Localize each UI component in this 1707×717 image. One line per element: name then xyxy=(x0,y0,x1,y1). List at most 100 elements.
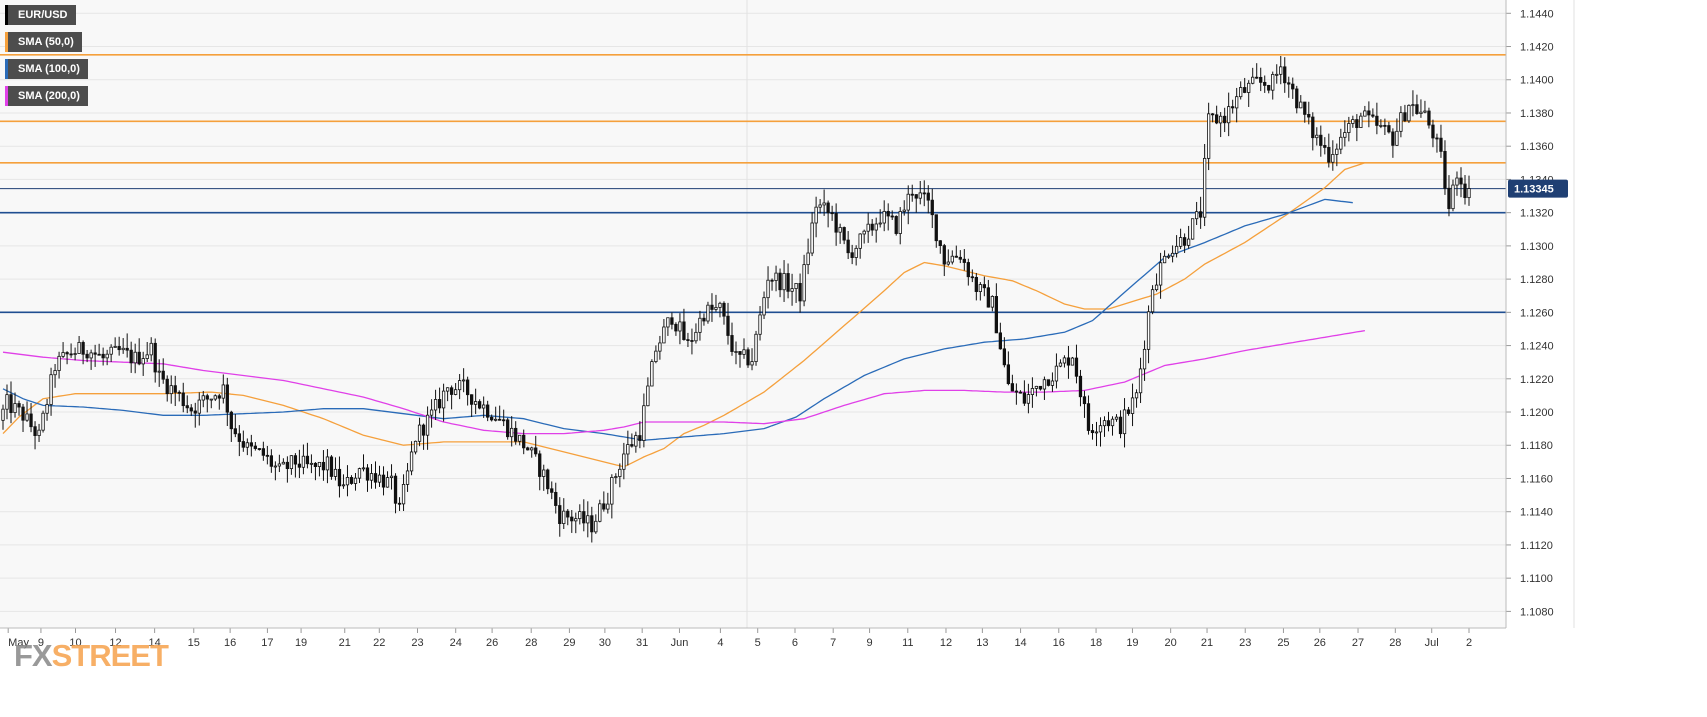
legend: EUR/USD SMA (50,0) SMA (100,0) SMA (200,… xyxy=(5,5,88,113)
horizontal-levels xyxy=(0,54,1506,314)
candle-body xyxy=(1419,111,1423,114)
candle-body xyxy=(165,378,169,395)
x-tick-label: 18 xyxy=(1090,637,1102,649)
candle-body xyxy=(654,350,658,363)
candle-body xyxy=(778,272,782,291)
candle-body xyxy=(610,477,614,505)
candle-body xyxy=(29,413,33,428)
x-tick-label: 14 xyxy=(149,637,161,649)
x-tick-label: 30 xyxy=(599,637,611,649)
sma-lines xyxy=(2,162,1366,468)
candle-body xyxy=(365,467,370,481)
candle-body xyxy=(413,440,418,453)
candle-body xyxy=(1335,148,1339,155)
candle-body xyxy=(1006,364,1011,385)
candle-body xyxy=(1186,238,1191,246)
candle-body xyxy=(1138,368,1143,394)
sma-line xyxy=(2,329,1366,435)
candle-body xyxy=(457,380,462,391)
candle-body xyxy=(21,406,25,421)
x-tick-label: 11 xyxy=(902,637,913,649)
candle-body xyxy=(345,477,350,486)
candle-body xyxy=(1070,357,1075,366)
candle-body xyxy=(157,370,161,373)
candle-body xyxy=(758,314,762,335)
candle-body xyxy=(349,477,354,484)
candle-body xyxy=(265,454,270,457)
y-tick-label: 1.1400 xyxy=(1520,75,1554,87)
x-tick-label: 25 xyxy=(1277,637,1289,649)
candle-body xyxy=(205,395,209,400)
candle-body xyxy=(1459,177,1463,185)
candle-body xyxy=(826,202,830,214)
candle-body xyxy=(1042,379,1047,390)
candle-body xyxy=(409,451,414,472)
candle-body xyxy=(269,455,274,467)
candle-body xyxy=(802,264,806,302)
candle-body xyxy=(121,347,125,351)
candle-body xyxy=(261,448,265,456)
candle-body xyxy=(1215,114,1219,124)
candle-body xyxy=(866,223,870,232)
candle-body xyxy=(970,276,974,279)
candle-body xyxy=(385,477,390,488)
x-tick-label: 29 xyxy=(563,637,575,649)
candle-body xyxy=(1102,420,1107,427)
candle-body xyxy=(229,411,233,430)
candle-body xyxy=(762,297,766,316)
candle-body xyxy=(1463,183,1467,199)
candle-body xyxy=(417,424,422,442)
candle-body xyxy=(754,333,758,363)
y-tick-label: 1.1180 xyxy=(1520,440,1553,452)
candle-body xyxy=(1275,73,1279,76)
candle-body xyxy=(1074,357,1079,377)
candle-body xyxy=(109,346,113,355)
candle-body xyxy=(1114,416,1119,420)
candle-body xyxy=(177,391,181,394)
candle-body xyxy=(618,468,622,477)
candle-body xyxy=(1423,110,1427,113)
candle-body xyxy=(934,214,938,242)
candle-body xyxy=(858,233,862,249)
legend-item-sma200[interactable]: SMA (200,0) xyxy=(5,86,88,106)
candle-body xyxy=(954,255,958,258)
candle-body xyxy=(1198,211,1203,218)
candle-body xyxy=(193,410,197,414)
candle-body xyxy=(93,352,97,355)
legend-item-sma50[interactable]: SMA (50,0) xyxy=(5,32,82,52)
candle-body xyxy=(1391,131,1395,146)
y-axis: 1.14401.14201.14001.13801.13601.13401.13… xyxy=(1505,0,1554,628)
candle-body xyxy=(494,418,498,421)
candle-body xyxy=(890,215,894,218)
candle-body xyxy=(642,405,646,441)
legend-item-eurusd[interactable]: EUR/USD xyxy=(5,5,76,25)
candle-body xyxy=(1002,348,1007,366)
candle-body xyxy=(650,361,654,387)
legend-item-sma100[interactable]: SMA (100,0) xyxy=(5,59,88,79)
candle-body xyxy=(49,374,53,405)
candle-body xyxy=(285,461,290,470)
y-tick-label: 1.1260 xyxy=(1520,307,1554,319)
candle-body xyxy=(1431,124,1435,139)
candle-body xyxy=(582,511,586,524)
x-tick-label: 17 xyxy=(261,637,273,649)
candle-body xyxy=(37,429,41,436)
candle-body xyxy=(53,370,57,376)
candle-body xyxy=(1142,348,1147,370)
candle-body xyxy=(1427,110,1431,126)
candle-body xyxy=(217,395,221,399)
candle-body xyxy=(1363,110,1367,117)
x-tick-label: 7 xyxy=(830,637,836,649)
candle-body xyxy=(1359,115,1363,128)
candle-body xyxy=(369,473,374,481)
candle-body xyxy=(1014,390,1019,393)
candle-body xyxy=(506,419,510,438)
candle-body xyxy=(634,435,638,447)
candle-body xyxy=(746,349,750,366)
candle-body xyxy=(514,427,518,442)
candle-body xyxy=(546,469,550,490)
candle-body xyxy=(1371,114,1375,117)
candle-body xyxy=(65,352,69,355)
